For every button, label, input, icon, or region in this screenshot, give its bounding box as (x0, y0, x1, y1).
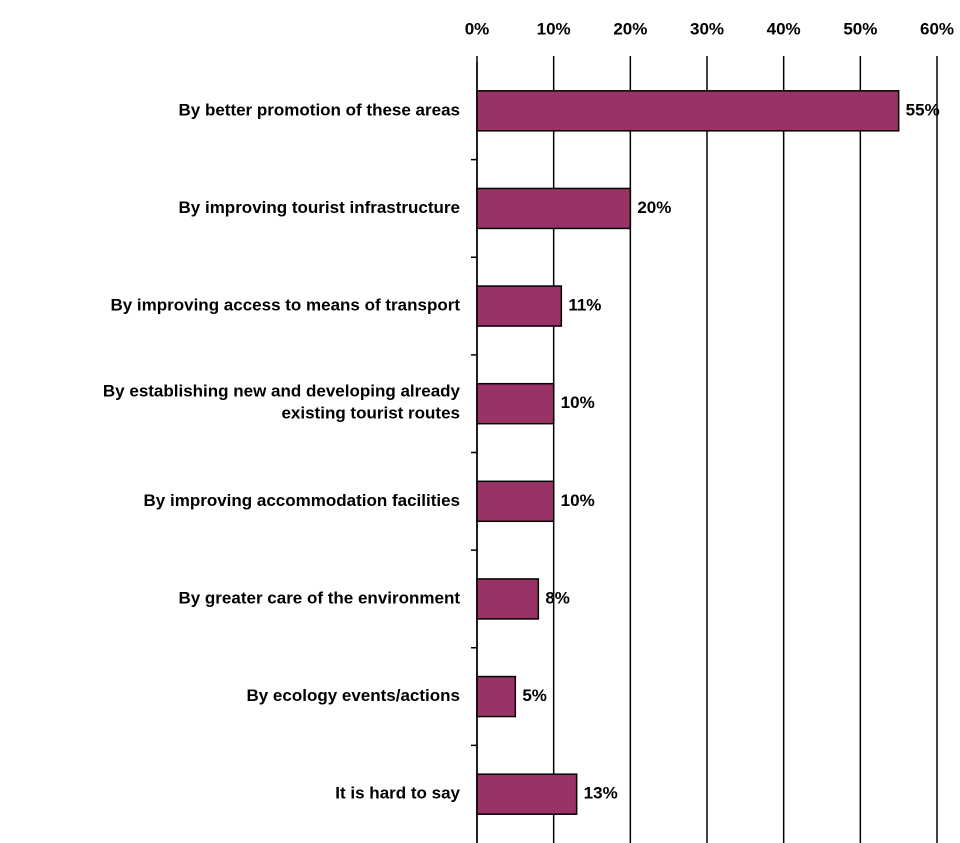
data-label: 13% (584, 784, 618, 803)
data-label: 8% (545, 588, 570, 607)
y-tick-label: It is hard to say (335, 784, 460, 803)
y-tick-label: By improving access to means of transpor… (110, 296, 460, 315)
y-tick-label: By improving accommodation facilities (144, 491, 460, 510)
bar (476, 90, 900, 132)
data-label: 55% (906, 100, 940, 119)
data-label: 10% (561, 393, 595, 412)
y-tick-label: By establishing new and developing alrea… (103, 382, 461, 423)
x-tick-label: 60% (920, 19, 954, 38)
data-label: 5% (522, 686, 547, 705)
x-tick-label: 20% (613, 19, 647, 38)
data-label: 20% (637, 198, 671, 217)
x-tick-label: 0% (465, 19, 490, 38)
data-label: 11% (568, 296, 601, 315)
data-label: 10% (561, 491, 595, 510)
y-tick-label: By ecology events/actions (246, 686, 460, 705)
bar (476, 285, 563, 327)
bar (476, 578, 540, 620)
y-tick-label: By greater care of the environment (178, 588, 460, 607)
x-tick-label: 40% (767, 19, 801, 38)
x-tick-label: 30% (690, 19, 724, 38)
y-tick-label: By improving tourist infrastructure (179, 198, 460, 217)
bar (476, 480, 555, 523)
bar (476, 382, 555, 425)
bar (476, 187, 632, 230)
bar (476, 675, 517, 718)
y-tick-label: By better promotion of these areas (178, 100, 460, 119)
x-tick-label: 10% (537, 19, 571, 38)
x-tick-label: 50% (843, 19, 877, 38)
bar (476, 773, 578, 815)
